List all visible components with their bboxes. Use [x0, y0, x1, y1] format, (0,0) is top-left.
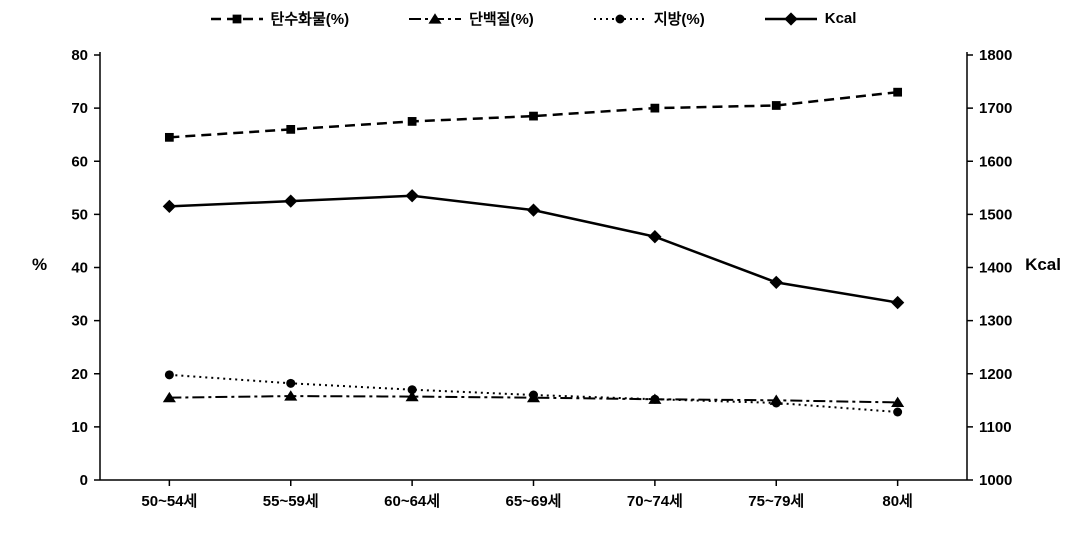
x-tick-label: 55~59세: [263, 493, 319, 510]
y-right-tick-label: 1600: [979, 153, 1012, 170]
legend-item: 지방(%): [594, 8, 705, 29]
y-right-tick-label: 1800: [979, 47, 1012, 64]
y-right-axis-label: Kcal: [1025, 255, 1061, 275]
y-left-tick-label: 0: [80, 472, 88, 489]
y-left-tick-label: 20: [71, 366, 88, 383]
legend-label: 단백질(%): [469, 8, 534, 29]
y-right-tick-label: 1700: [979, 100, 1012, 117]
y-left-tick-label: 70: [71, 100, 88, 117]
legend-swatch: [594, 11, 646, 27]
y-right-tick-label: 1100: [979, 419, 1012, 436]
x-tick-label: 65~69세: [506, 493, 562, 510]
legend-label: 탄수화물(%): [271, 8, 350, 29]
x-tick-label: 70~74세: [627, 493, 683, 510]
chart-container: 탄수화물(%) 단백질(%) 지방(%) Kcal % Kcal 0 10 20 30 40 5…: [0, 0, 1067, 547]
y-left-tick-label: 40: [71, 260, 88, 277]
x-tick-label: 80세: [882, 493, 913, 510]
y-left-axis-label: %: [32, 255, 47, 275]
legend-swatch: [211, 11, 263, 27]
x-tick-label: 60~64세: [384, 493, 440, 510]
y-right-tick-label: 1500: [979, 206, 1012, 223]
legend-label: 지방(%): [654, 8, 705, 29]
y-right-tick-label: 1300: [979, 313, 1012, 330]
legend-swatch: [765, 11, 817, 27]
x-tick-label: 75~79세: [748, 493, 804, 510]
chart-svg: 0 10 20 30 40 50 60 70 80 1000 1100 1200 1300 1400 150…: [0, 0, 1067, 547]
y-left-tick-label: 50: [71, 206, 88, 223]
y-left-tick-label: 10: [71, 419, 88, 436]
y-right-tick-label: 1400: [979, 260, 1012, 277]
y-right-tick-label: 1200: [979, 366, 1012, 383]
legend: 탄수화물(%) 단백질(%) 지방(%) Kcal: [0, 8, 1067, 29]
y-left-tick-label: 30: [71, 313, 88, 330]
legend-item: Kcal: [765, 8, 857, 29]
legend-label: Kcal: [825, 10, 857, 27]
y-right-tick-label: 1000: [979, 472, 1012, 489]
y-left-tick-label: 80: [71, 47, 88, 64]
legend-item: 탄수화물(%): [211, 8, 350, 29]
x-tick-label: 50~54세: [141, 493, 197, 510]
y-left-tick-label: 60: [71, 153, 88, 170]
legend-item: 단백질(%): [409, 8, 534, 29]
legend-swatch: [409, 11, 461, 27]
